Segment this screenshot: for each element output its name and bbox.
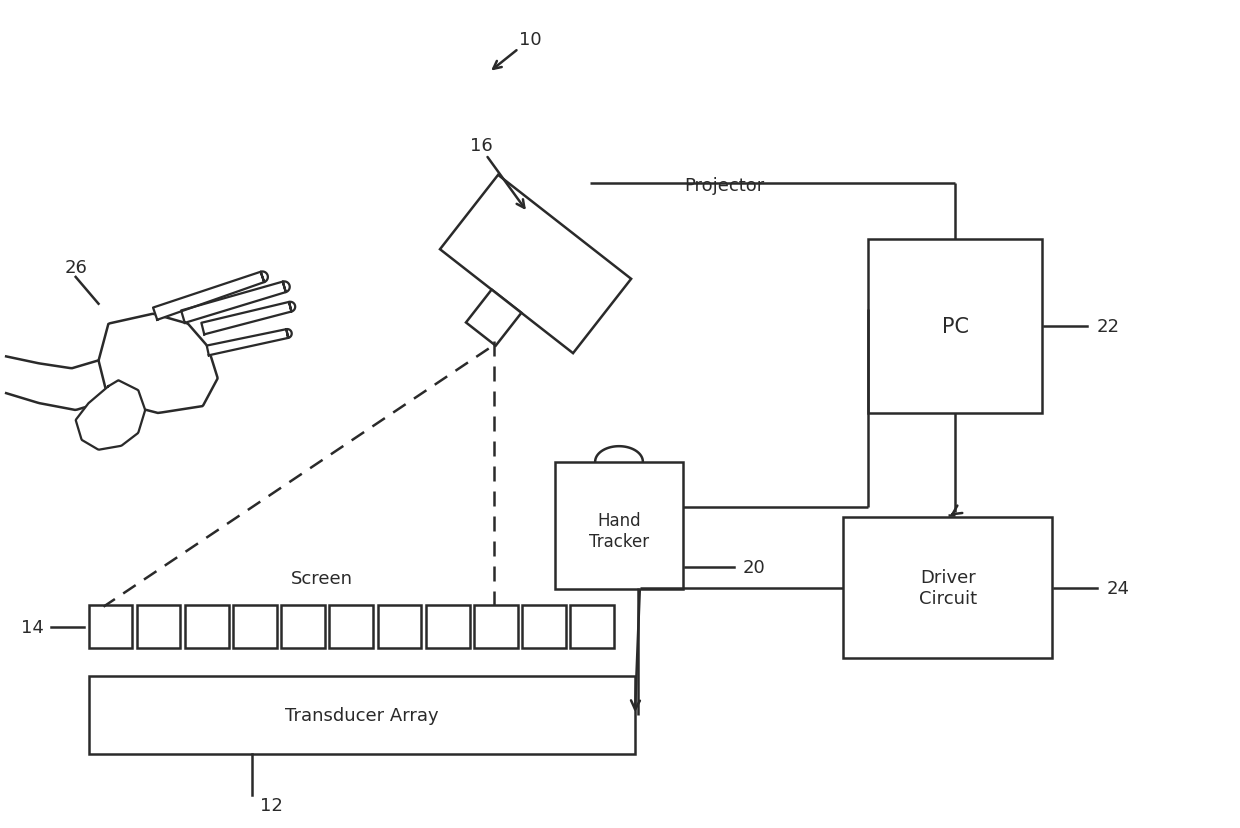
Bar: [88, 605, 133, 648]
Polygon shape: [181, 282, 290, 324]
Text: 12: 12: [260, 797, 283, 815]
Bar: [425, 605, 470, 648]
Bar: [88, 676, 635, 753]
Polygon shape: [153, 272, 268, 320]
Text: Hand
Tracker: Hand Tracker: [589, 511, 649, 550]
Bar: [136, 605, 181, 648]
Bar: [474, 605, 517, 648]
Polygon shape: [207, 330, 291, 356]
Bar: [330, 605, 373, 648]
Text: 14: 14: [21, 618, 43, 636]
Text: Transducer Array: Transducer Array: [285, 706, 439, 724]
Polygon shape: [201, 302, 295, 335]
Text: 22: 22: [1097, 318, 1120, 335]
Text: Screen: Screen: [290, 569, 352, 587]
Bar: [570, 605, 614, 648]
Text: 20: 20: [743, 558, 765, 576]
Bar: [843, 518, 1052, 658]
Bar: [522, 605, 565, 648]
Bar: [378, 605, 422, 648]
Text: 10: 10: [520, 31, 542, 49]
Text: Driver
Circuit: Driver Circuit: [919, 569, 977, 608]
Text: 24: 24: [1107, 579, 1130, 597]
Text: 26: 26: [64, 258, 87, 277]
Polygon shape: [466, 291, 521, 346]
Bar: [185, 605, 228, 648]
Bar: [556, 462, 682, 589]
Bar: [868, 240, 1042, 413]
Bar: [281, 605, 325, 648]
Polygon shape: [76, 381, 145, 450]
Text: 16: 16: [470, 137, 492, 155]
Text: PC: PC: [941, 316, 968, 337]
Bar: [233, 605, 277, 648]
Text: Projector: Projector: [684, 176, 765, 195]
Polygon shape: [440, 176, 631, 354]
